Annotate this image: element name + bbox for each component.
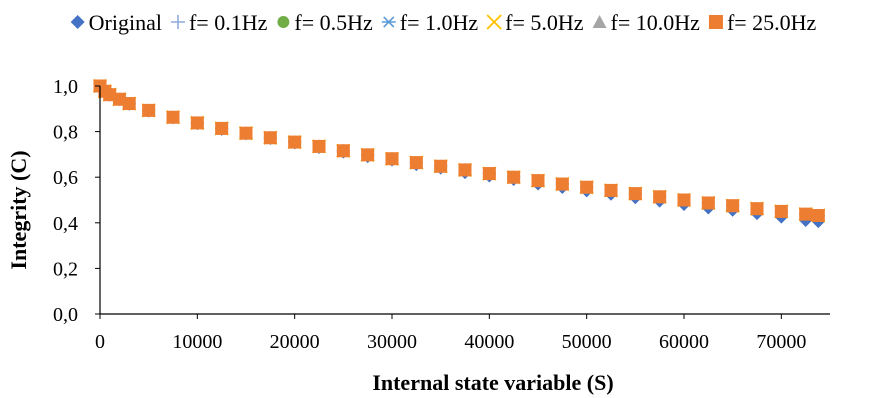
y-tick-label: 0,8 bbox=[53, 122, 78, 144]
series-plus bbox=[93, 79, 825, 223]
x-tick-label: 60000 bbox=[659, 331, 709, 353]
data-point bbox=[361, 148, 375, 162]
legend-item: f= 10.0Hz bbox=[592, 10, 701, 35]
data-point bbox=[336, 144, 350, 158]
y-tick-label: 0,2 bbox=[53, 258, 78, 280]
plot-area bbox=[92, 78, 826, 229]
data-point bbox=[799, 207, 813, 221]
series-triangle bbox=[93, 79, 825, 222]
x-tick-label: 0 bbox=[95, 331, 105, 353]
data-point bbox=[555, 177, 569, 191]
data-point bbox=[122, 97, 136, 111]
data-point bbox=[434, 159, 448, 173]
legend-label: f= 1.0Hz bbox=[400, 10, 479, 35]
data-point bbox=[458, 163, 472, 177]
x-tick-label: 40000 bbox=[464, 331, 514, 353]
data-point bbox=[385, 152, 399, 166]
legend-marker-asterisk bbox=[381, 16, 396, 28]
data-point bbox=[215, 121, 229, 135]
legend-item: f= 1.0Hz bbox=[381, 10, 479, 35]
legend-label: f= 0.1Hz bbox=[189, 10, 268, 35]
data-point bbox=[482, 167, 496, 181]
series-square bbox=[93, 79, 825, 223]
x-tick-label: 10000 bbox=[172, 331, 222, 353]
y-tick-label: 0,6 bbox=[53, 167, 78, 189]
data-point bbox=[166, 110, 180, 124]
data-point bbox=[811, 209, 825, 223]
series-diamond bbox=[93, 79, 825, 229]
x-axis: 0 10000 20000 30000 40000 50000 60000 70000 bbox=[95, 313, 830, 353]
legend-marker-circle bbox=[277, 16, 290, 28]
data-point bbox=[288, 135, 302, 149]
data-point bbox=[677, 193, 691, 207]
legend-item: f= 0.1Hz bbox=[170, 10, 268, 35]
data-point bbox=[190, 116, 204, 130]
data-point bbox=[507, 170, 521, 184]
legend-label: f= 10.0Hz bbox=[611, 10, 701, 35]
y-axis: 0,0 0,2 0,4 0,6 0,8 1,0 bbox=[53, 76, 101, 326]
data-point bbox=[774, 204, 788, 218]
data-point bbox=[263, 131, 277, 145]
data-point bbox=[701, 196, 715, 210]
x-tick-label: 30000 bbox=[367, 331, 417, 353]
data-point bbox=[580, 180, 594, 194]
legend-item: Original bbox=[70, 10, 162, 35]
legend-marker-triangle bbox=[592, 15, 607, 28]
x-axis-title: Internal state variable (S) bbox=[372, 370, 613, 395]
y-axis-title: Integrity (C) bbox=[6, 150, 31, 269]
data-point bbox=[726, 199, 740, 213]
data-point bbox=[604, 183, 618, 197]
legend-item: f= 5.0Hz bbox=[486, 10, 584, 35]
chart-legend: Original f= 0.1Hz f= 0.5Hz f= 1.0Hz f= 5.0Hz… bbox=[70, 10, 817, 35]
legend-marker-diamond bbox=[70, 15, 85, 29]
data-point bbox=[312, 139, 326, 153]
y-tick-label: 1,0 bbox=[53, 76, 78, 98]
legend-label: Original bbox=[89, 10, 162, 35]
legend-label: f= 25.0Hz bbox=[727, 10, 817, 35]
data-point bbox=[653, 190, 667, 204]
legend-label: f= 0.5Hz bbox=[294, 10, 373, 35]
legend-marker-plus bbox=[170, 15, 185, 29]
x-tick-label: 20000 bbox=[270, 331, 320, 353]
legend-item: f= 25.0Hz bbox=[708, 10, 817, 35]
legend-label: f= 5.0Hz bbox=[505, 10, 584, 35]
legend-marker-square bbox=[708, 15, 723, 29]
series-x bbox=[92, 78, 826, 223]
y-tick-label: 0,0 bbox=[53, 304, 78, 326]
data-point bbox=[409, 156, 423, 170]
x-tick-label: 50000 bbox=[562, 331, 612, 353]
data-point bbox=[750, 202, 764, 216]
legend-item: f= 0.5Hz bbox=[277, 10, 373, 35]
data-point bbox=[628, 187, 642, 201]
legend-marker-x bbox=[486, 14, 502, 30]
data-point bbox=[531, 174, 545, 188]
y-tick-label: 0,4 bbox=[53, 213, 78, 235]
x-tick-label: 70000 bbox=[756, 331, 806, 353]
series-asterisk bbox=[93, 80, 825, 221]
data-point bbox=[142, 103, 156, 117]
data-point bbox=[239, 126, 253, 140]
